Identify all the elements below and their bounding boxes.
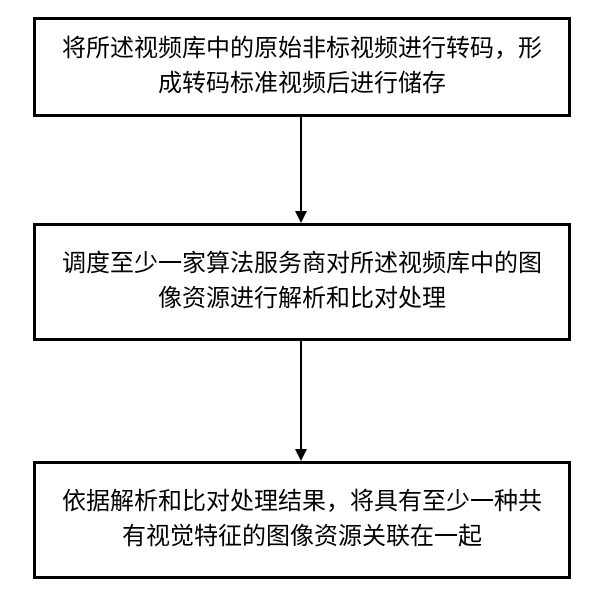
flow-node-1: 将所述视频库中的原始非标视频进行转码，形成转码标准视频后进行储存 [33, 17, 571, 117]
arrow-1-line [300, 117, 302, 211]
flow-node-2-text: 调度至少一家算法服务商对所述视频库中的图像资源进行解析和比对处理 [52, 247, 552, 317]
arrow-2-line [300, 341, 302, 449]
flow-node-3: 依据解析和比对处理结果，将具有至少一种共有视觉特征的图像资源关联在一起 [33, 461, 571, 579]
flow-node-2: 调度至少一家算法服务商对所述视频库中的图像资源进行解析和比对处理 [33, 223, 571, 341]
arrow-2-head-icon [295, 449, 307, 461]
flow-node-1-text: 将所述视频库中的原始非标视频进行转码，形成转码标准视频后进行储存 [52, 32, 552, 102]
flow-node-3-text: 依据解析和比对处理结果，将具有至少一种共有视觉特征的图像资源关联在一起 [52, 485, 552, 555]
arrow-1-head-icon [295, 211, 307, 223]
